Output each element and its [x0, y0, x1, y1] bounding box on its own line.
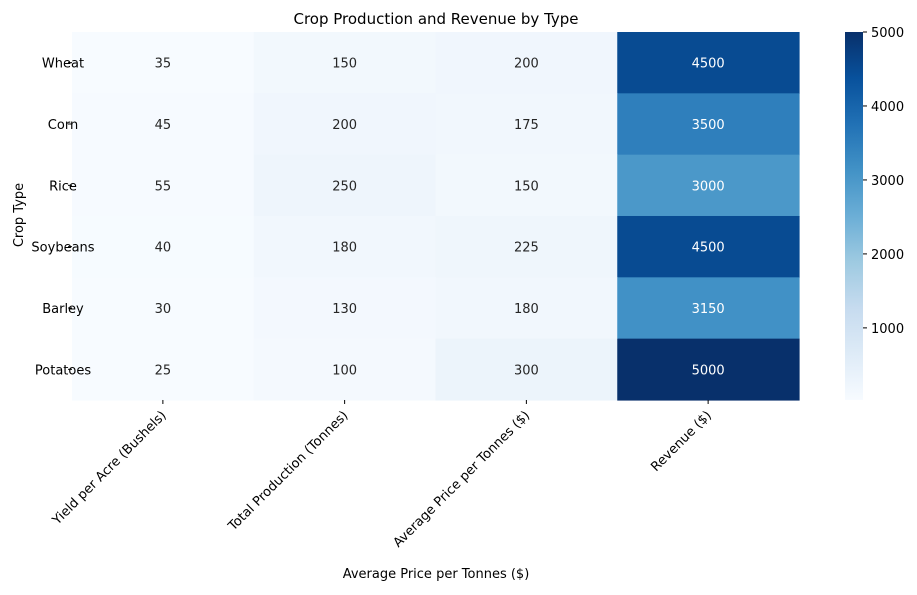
- heatmap-cells: [72, 32, 800, 401]
- heatmap-cell: [617, 32, 800, 94]
- cell-value-label: 3000: [692, 179, 725, 194]
- cell-value-label: 250: [332, 179, 357, 194]
- cell-value-label: 200: [332, 118, 357, 133]
- colorbar-tick-label: 3000: [871, 174, 904, 189]
- colorbar-tick-label: 2000: [871, 248, 904, 263]
- cell-value-label: 45: [155, 118, 172, 133]
- heatmap-cell: [72, 215, 255, 278]
- y-tick-label: Soybeans: [31, 241, 94, 256]
- heatmap-cell: [253, 215, 437, 278]
- x-tick-label: Revenue ($): [648, 408, 715, 475]
- heatmap-annotations: 35 150 200 4500 45 200 175 3500 55 250 150 3000 40 18…: [155, 57, 725, 379]
- cell-value-label: 3150: [692, 302, 725, 317]
- cell-value-label: 25: [155, 363, 172, 378]
- cell-value-label: 200: [514, 57, 539, 72]
- heatmap-cell: [617, 277, 800, 340]
- heatmap-cell: [72, 277, 255, 340]
- heatmap-cell: [253, 277, 437, 340]
- x-axis-label: Average Price per Tonnes ($): [343, 567, 530, 582]
- heatmap-cell: [435, 32, 618, 94]
- x-axis-ticks: Yield per Acre (Bushels) Total Production…: [49, 399, 715, 551]
- y-tick-label: Corn: [48, 118, 78, 133]
- y-tick-label: Potatoes: [35, 363, 91, 378]
- heatmap-cell: [253, 338, 437, 401]
- heatmap-cell: [72, 154, 255, 217]
- heatmap-cell: [617, 154, 800, 217]
- cell-value-label: 150: [332, 57, 357, 72]
- colorbar-tick-label: 5000: [871, 26, 904, 41]
- colorbar-tick-label: 4000: [871, 100, 904, 115]
- heatmap-cell: [253, 154, 437, 217]
- colorbar: [845, 32, 863, 400]
- heatmap-cell: [435, 277, 618, 340]
- cell-value-label: 40: [155, 241, 172, 256]
- cell-value-label: 35: [155, 57, 172, 72]
- cell-value-label: 300: [514, 363, 539, 378]
- heatmap-cell: [435, 338, 618, 401]
- cell-value-label: 175: [514, 118, 539, 133]
- cell-value-label: 3500: [692, 118, 725, 133]
- heatmap-cell: [435, 154, 618, 217]
- cell-value-label: 4500: [692, 241, 725, 256]
- cell-value-label: 100: [332, 363, 357, 378]
- heatmap-cell: [253, 32, 437, 94]
- y-tick-label: Rice: [49, 179, 77, 194]
- cell-value-label: 180: [514, 302, 539, 317]
- colorbar-tick-label: 1000: [871, 322, 904, 337]
- x-tick-label: Total Production (Tonnes): [225, 408, 351, 534]
- heatmap-cell: [617, 93, 800, 156]
- cell-value-label: 5000: [692, 363, 725, 378]
- heatmap-cell: [253, 93, 437, 156]
- heatmap-cell: [72, 93, 255, 156]
- y-axis-label: Crop Type: [12, 183, 27, 247]
- y-tick-label: Wheat: [42, 57, 84, 72]
- y-axis-ticks: Wheat Corn Rice Soybeans Barley Potatoes: [31, 57, 94, 379]
- x-tick-label: Average Price per Tonnes ($): [391, 408, 534, 551]
- cell-value-label: 225: [514, 241, 539, 256]
- cell-value-label: 150: [514, 179, 539, 194]
- cell-value-label: 180: [332, 241, 357, 256]
- cell-value-label: 4500: [692, 57, 725, 72]
- heatmap-cell: [72, 32, 255, 94]
- heatmap-cell: [435, 93, 618, 156]
- heatmap-cell: [617, 338, 800, 401]
- cell-value-label: 130: [332, 302, 357, 317]
- cell-value-label: 55: [155, 179, 172, 194]
- heatmap-cell: [435, 215, 618, 278]
- heatmap-cell: [617, 215, 800, 278]
- heatmap-cell: [72, 338, 255, 401]
- y-tick-label: Barley: [42, 302, 84, 317]
- chart-title: Crop Production and Revenue by Type: [293, 10, 578, 28]
- cell-value-label: 30: [155, 302, 172, 317]
- x-tick-label: Yield per Acre (Bushels): [49, 408, 170, 529]
- colorbar-ticks: 1000 2000 3000 4000 5000: [863, 26, 904, 337]
